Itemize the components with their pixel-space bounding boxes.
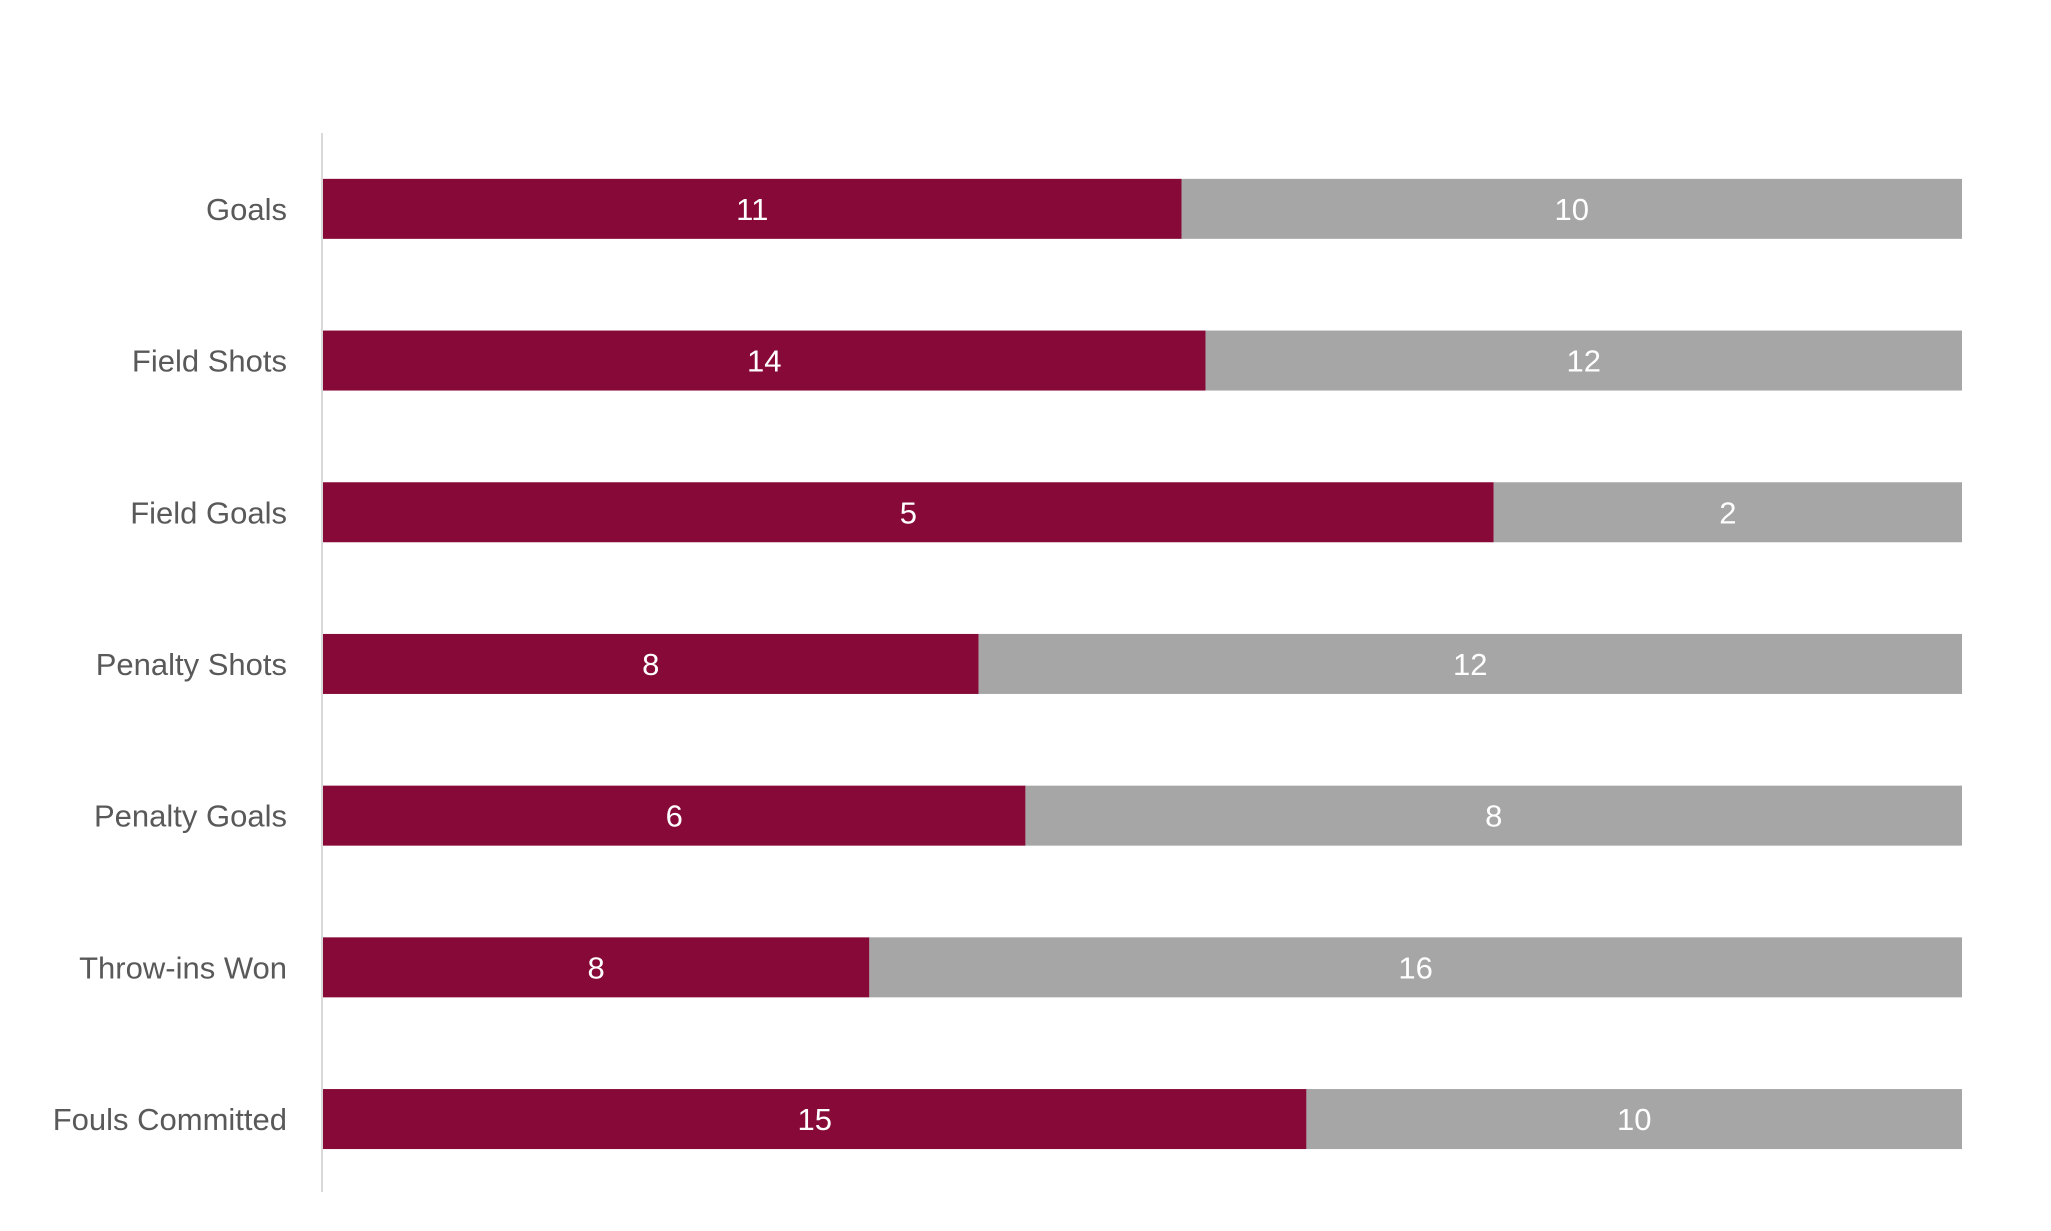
data-label-fouls-committed-series-2: 10 — [1617, 1102, 1651, 1137]
data-label-throw-ins-won-series-2: 16 — [1398, 950, 1432, 985]
category-label-penalty-goals: Penalty Goals — [94, 799, 287, 834]
bar-segment-penalty-shots-series-2 — [978, 633, 1962, 694]
data-label-fouls-committed-series-1: 15 — [797, 1102, 831, 1137]
data-label-throw-ins-won-series-1: 8 — [588, 950, 605, 985]
bar-segment-field-shots-series-1 — [323, 330, 1206, 391]
data-label-penalty-shots-series-1: 8 — [642, 647, 659, 682]
data-label-field-goals-series-2: 2 — [1719, 495, 1736, 530]
bar-segment-field-goals-series-1 — [323, 482, 1494, 543]
bar-segment-field-shots-series-2 — [1205, 330, 1962, 391]
bar-segment-penalty-goals-series-2 — [1025, 785, 1962, 846]
category-label-field-goals: Field Goals — [130, 495, 287, 530]
bar-segment-penalty-shots-series-1 — [323, 633, 979, 694]
data-label-penalty-goals-series-2: 8 — [1485, 799, 1502, 834]
data-label-field-shots-series-1: 14 — [747, 344, 781, 379]
plot-area: Goals 11 10 Field Shots 14 12 Field Goals 5 2 Pen… — [53, 178, 1963, 1150]
bar-segment-penalty-goals-series-1 — [323, 785, 1026, 846]
category-label-field-shots: Field Shots — [132, 344, 287, 379]
data-label-goals-series-1: 11 — [736, 192, 768, 227]
bar-segment-field-goals-series-2 — [1493, 482, 1962, 543]
data-label-goals-series-2: 10 — [1555, 192, 1589, 227]
data-label-penalty-shots-series-2: 12 — [1453, 647, 1487, 682]
category-label-throw-ins-won: Throw-ins Won — [79, 950, 287, 985]
data-label-field-shots-series-2: 12 — [1567, 344, 1601, 379]
data-label-penalty-goals-series-1: 6 — [666, 799, 683, 834]
bar-segment-goals-series-2 — [1181, 178, 1962, 239]
category-label-penalty-shots: Penalty Shots — [96, 647, 287, 682]
bar-segment-fouls-committed-series-2 — [1306, 1089, 1962, 1150]
category-label-goals: Goals — [206, 192, 287, 227]
bar-segment-throw-ins-won-series-1 — [323, 937, 870, 998]
bar-segment-fouls-committed-series-1 — [323, 1089, 1307, 1150]
bar-segment-goals-series-1 — [323, 178, 1182, 239]
bar-segment-throw-ins-won-series-2 — [869, 937, 1963, 998]
category-label-fouls-committed: Fouls Committed — [53, 1102, 287, 1137]
data-label-field-goals-series-1: 5 — [900, 495, 917, 530]
